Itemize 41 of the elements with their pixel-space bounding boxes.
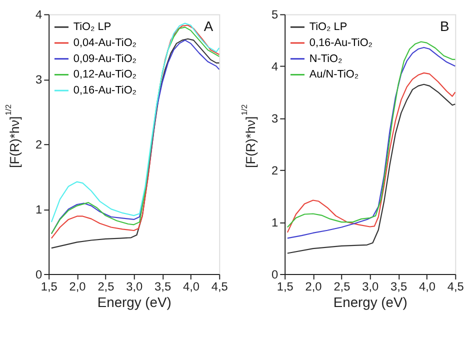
x-tick-label: 4,0	[418, 279, 436, 294]
y-tick-label: 3	[272, 112, 279, 126]
x-axis-title: Energy (eV)	[97, 294, 172, 310]
x-tick-label: 1,5	[276, 279, 294, 294]
annotation: B	[440, 18, 450, 34]
x-tick-label: 2,0	[69, 279, 86, 294]
x-tick-label: 4,5	[447, 279, 464, 294]
legend-label: Au/N-TiO₂	[309, 68, 359, 81]
y-tick-label: 5	[272, 8, 279, 22]
y-tick-label: 0	[36, 267, 43, 282]
x-tick-label: 4,0	[182, 279, 200, 294]
x-tick-label: 3,0	[126, 279, 144, 294]
x-tick-label: 4,5	[211, 279, 228, 294]
legend-label: 0,16-Au-TiO₂	[309, 36, 373, 49]
x-tick-label: 1,5	[40, 279, 58, 294]
x-tick-label: 2,5	[98, 279, 115, 294]
legend-label: 0,09-Au-TiO₂	[73, 52, 137, 65]
legend-label: 0,04-Au-TiO₂	[73, 36, 137, 49]
y-tick-label: 4	[272, 60, 279, 74]
line-series	[286, 84, 456, 254]
legend-label: 0,12-Au-TiO₂	[73, 68, 137, 81]
x-tick-label: 3,5	[390, 279, 408, 294]
y-axis-title: [F(R)*hν]1/2	[4, 104, 22, 168]
y-tick-label: 4	[36, 8, 43, 22]
x-tick-label: 2,0	[305, 279, 322, 294]
annotation: A	[204, 18, 214, 34]
x-tick-label: 3,5	[154, 279, 172, 294]
x-tick-label: 2,5	[334, 279, 351, 294]
legend-label: TiO₂ LP	[73, 21, 112, 34]
x-tick-label: 3,0	[362, 279, 380, 294]
y-tick-label: 1	[272, 216, 279, 230]
legend-label: 0,16-Au-TiO₂	[73, 84, 137, 97]
y-tick-label: 2	[36, 138, 42, 152]
y-axis-title: [F(R)*hν]1/2	[240, 104, 258, 168]
y-tick-label: 0	[272, 267, 279, 282]
y-tick-label: 3	[36, 72, 43, 87]
y-tick-label: 1	[36, 202, 43, 217]
y-tick-label: 2	[272, 164, 278, 178]
x-axis-title: Energy (eV)	[333, 294, 408, 310]
legend-label: TiO₂ LP	[309, 21, 348, 34]
legend-label: N-TiO₂	[309, 52, 342, 65]
